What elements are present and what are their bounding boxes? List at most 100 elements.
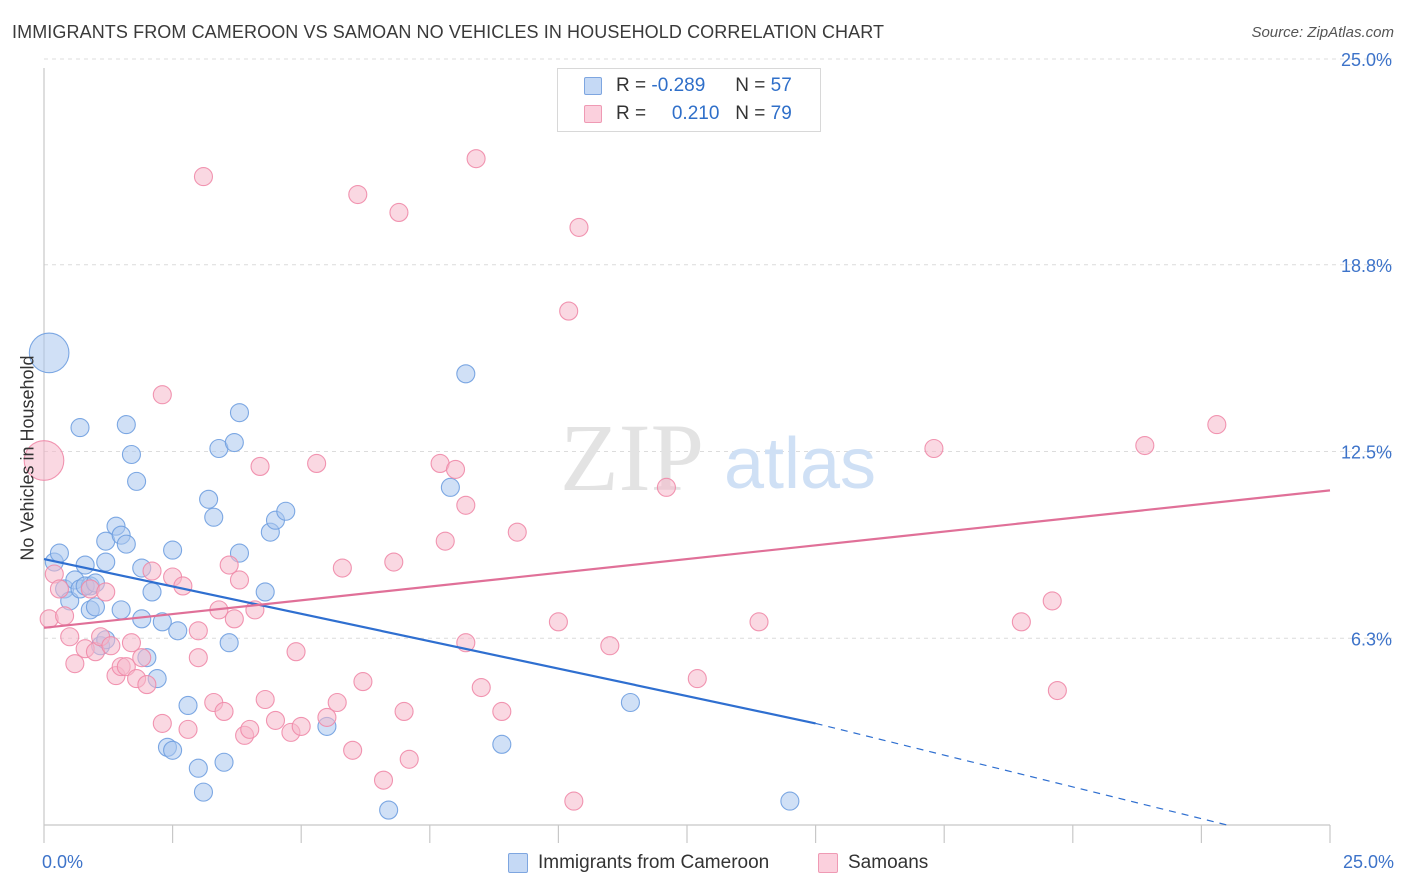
cameroon-point	[116, 534, 136, 554]
bottom-legend-label-cameroon: Immigrants from Cameroon	[538, 852, 770, 873]
legend-r-label: R =	[616, 75, 647, 96]
samoan-point	[173, 576, 193, 596]
samoan-point	[373, 770, 394, 790]
cameroon-point	[224, 432, 244, 453]
cameroon-trend-extension	[815, 722, 1228, 826]
samoan-point	[471, 678, 491, 698]
source-label: Source: ZipAtlas.com	[1251, 24, 1394, 41]
samoan-point	[265, 710, 286, 730]
cameroon-point	[214, 752, 234, 772]
cameroon-point	[111, 600, 131, 620]
samoan-point	[384, 552, 404, 572]
samoan-point	[564, 791, 584, 811]
bottom-legend-samoans: Samoans	[818, 852, 928, 874]
samoan-point	[353, 672, 373, 692]
cameroon-point	[142, 582, 162, 602]
legend-r-value-samoans: 0.210	[671, 103, 720, 124]
cameroon-point	[85, 597, 105, 617]
y-tick-label: 25.0%	[1341, 50, 1392, 70]
samoan-point	[250, 456, 270, 476]
samoan-point	[656, 477, 676, 497]
correlation-legend: R = -0.289 N = 57 R = 0.210 N = 79	[557, 68, 821, 132]
cameroon-point	[75, 555, 95, 575]
samoan-point	[142, 561, 162, 581]
cameroon-point	[152, 612, 172, 632]
samoan-point	[332, 558, 352, 578]
samoan-point	[687, 669, 707, 689]
samoan-point	[1042, 591, 1062, 611]
cameroon-point	[116, 415, 136, 435]
samoan-point	[924, 438, 944, 459]
cameroon-point	[163, 540, 183, 560]
samoan-point	[49, 579, 69, 599]
samoan-point	[224, 609, 244, 629]
cameroon-point	[28, 332, 70, 374]
legend-r-value-cameroon: -0.289	[651, 75, 706, 96]
cameroon-point	[121, 444, 141, 465]
cameroon-point	[49, 543, 69, 563]
samoan-point	[600, 636, 620, 656]
samoan-point	[96, 582, 116, 602]
samoan-point	[348, 184, 368, 205]
watermark-zip: ZIP	[560, 404, 704, 511]
x-tick-label-min: 0.0%	[42, 852, 84, 872]
samoan-point	[548, 612, 568, 632]
cameroon-point	[379, 800, 399, 820]
cameroon-point	[199, 489, 219, 509]
chart-title: IMMIGRANTS FROM CAMEROON VS SAMOAN NO VE…	[12, 22, 885, 42]
y-axis-label: No Vehicles in Household	[17, 355, 38, 561]
cameroon-point	[440, 477, 460, 497]
samoan-point	[132, 648, 152, 668]
cameroon-point	[780, 791, 800, 811]
samoan-point	[445, 459, 466, 479]
cameroon-point	[168, 621, 188, 641]
samoan-point	[286, 642, 306, 662]
samoan-point	[152, 713, 172, 733]
y-tick-label: 12.5%	[1341, 443, 1392, 463]
cameroon-point	[127, 471, 147, 491]
legend-swatch-cameroon	[584, 77, 602, 95]
cameroon-point	[163, 740, 183, 760]
samoan-point	[1047, 680, 1067, 701]
watermark-atlas: atlas	[724, 424, 876, 504]
legend-r-label: R =	[616, 103, 647, 124]
legend-n-label: N =	[735, 75, 766, 96]
cameroon-point	[255, 582, 275, 602]
samoan-point	[389, 202, 409, 223]
samoan-point	[1135, 435, 1155, 456]
bottom-legend-label-samoans: Samoans	[848, 852, 929, 873]
x-tick-label-max: 25.0%	[1342, 852, 1394, 872]
samoan-point	[101, 636, 121, 656]
cameroon-trend-line	[43, 557, 816, 725]
legend-n-value-cameroon: 57	[770, 75, 792, 96]
cameroon-point	[178, 695, 198, 716]
samoan-point	[507, 522, 527, 542]
samoan-point	[240, 719, 260, 739]
samoan-point	[193, 167, 214, 187]
bottom-legend-swatch-samoans	[818, 853, 838, 873]
samoan-point	[1011, 612, 1031, 632]
cameroon-point	[188, 758, 208, 778]
cameroon-point	[219, 633, 239, 653]
cameroon-point	[456, 364, 476, 384]
legend-n-label: N =	[735, 103, 766, 124]
samoan-point	[307, 453, 327, 474]
samoan-point	[55, 606, 75, 626]
samoan-point	[188, 648, 208, 668]
samoan-point	[399, 749, 419, 769]
samoan-point	[178, 719, 198, 739]
cameroon-point	[620, 692, 640, 713]
legend-swatch-samoans	[584, 105, 602, 123]
cameroon-point	[492, 734, 512, 754]
samoan-point	[394, 701, 414, 722]
samoan-point	[137, 675, 157, 695]
samoan-point	[327, 692, 347, 713]
samoan-point	[121, 633, 141, 653]
samoan-point	[229, 570, 250, 590]
samoan-point	[80, 579, 100, 599]
samoan-point	[569, 217, 589, 237]
samoan-point	[214, 701, 234, 722]
legend-n-value-samoans: 79	[770, 103, 792, 124]
samoan-point	[435, 531, 455, 551]
